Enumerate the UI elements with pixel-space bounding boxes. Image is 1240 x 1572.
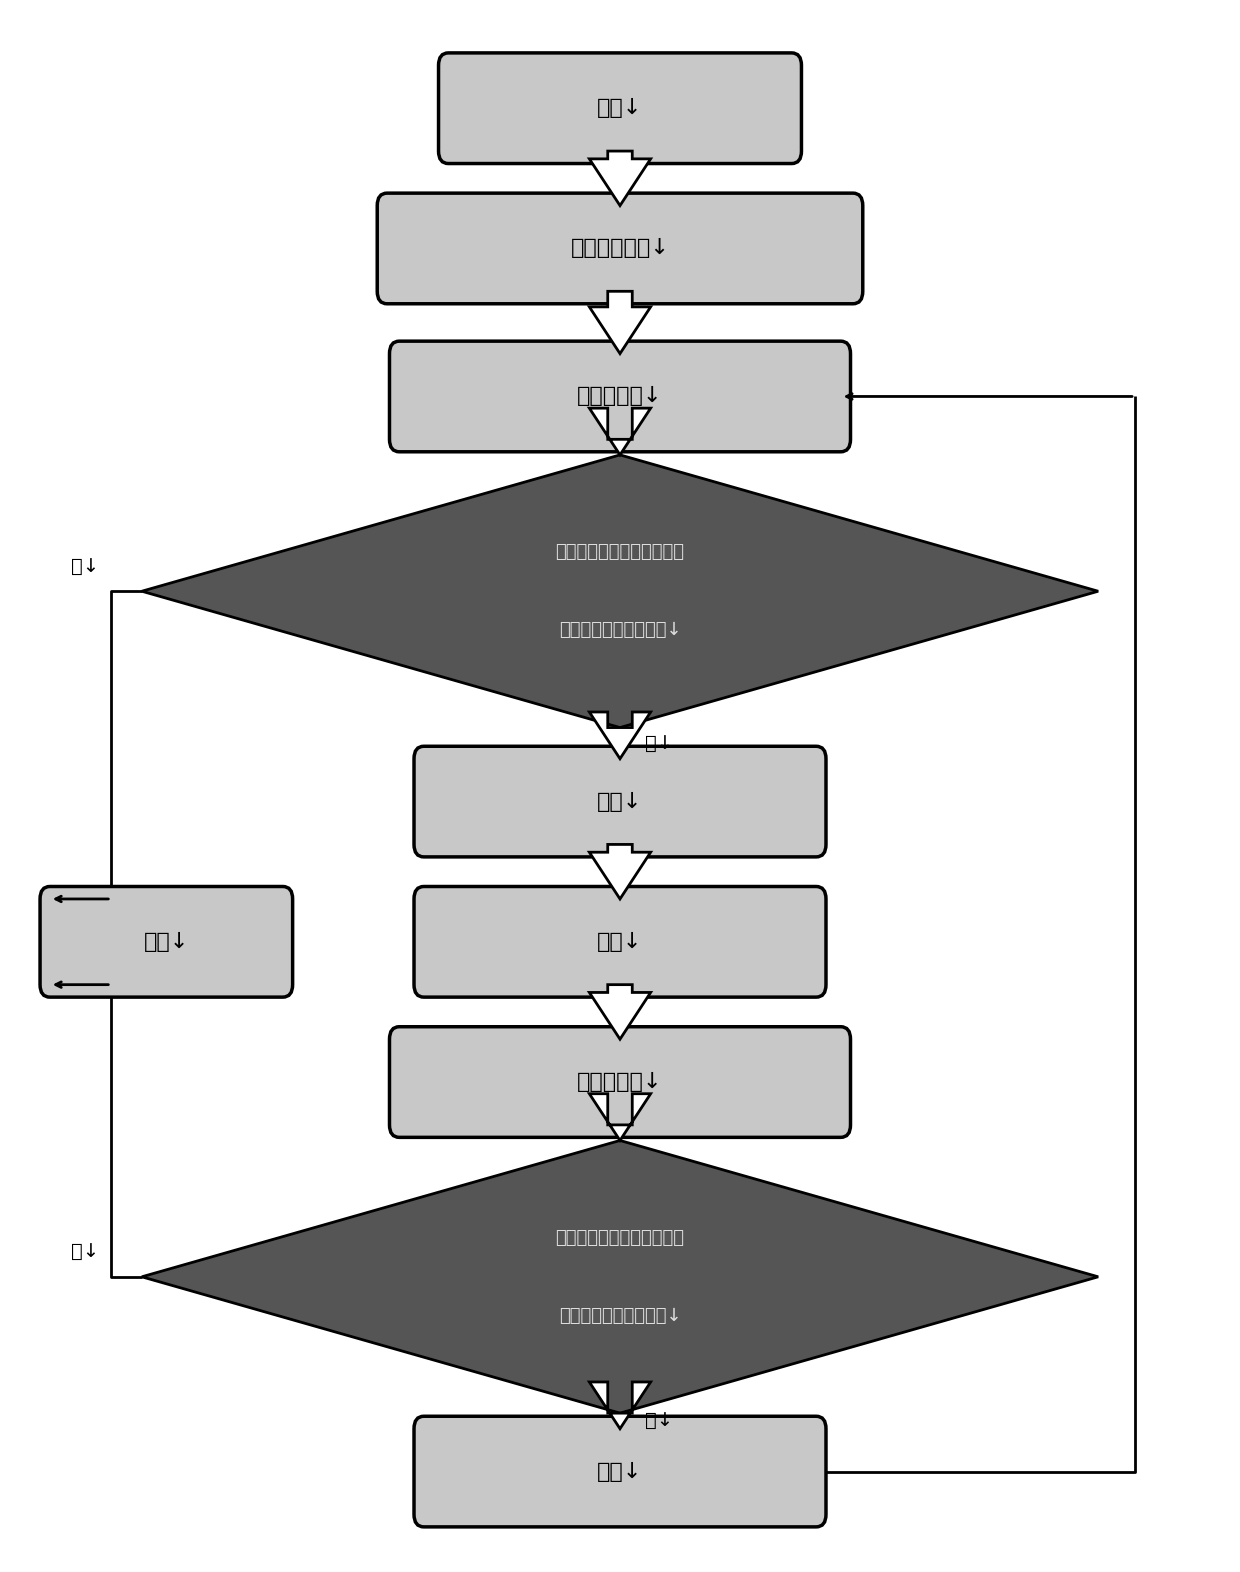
Text: 计算适应度↓: 计算适应度↓ — [578, 387, 662, 407]
Polygon shape — [589, 1382, 651, 1429]
Polygon shape — [141, 1140, 1099, 1413]
FancyBboxPatch shape — [414, 887, 826, 997]
FancyBboxPatch shape — [377, 193, 863, 303]
Text: 产生初始种群↓: 产生初始种群↓ — [570, 239, 670, 258]
Text: 适应度是否达到期望山或者: 适应度是否达到期望山或者 — [556, 1229, 684, 1247]
Text: 变异↓: 变异↓ — [598, 1462, 642, 1481]
FancyBboxPatch shape — [414, 1416, 826, 1526]
Text: 结束↓: 结束↓ — [144, 932, 188, 951]
Text: 代次数是否达到最大山↓: 代次数是否达到最大山↓ — [559, 621, 681, 640]
Text: 是↓: 是↓ — [71, 556, 99, 575]
FancyBboxPatch shape — [389, 341, 851, 451]
Text: 开始↓: 开始↓ — [598, 97, 642, 118]
Polygon shape — [141, 454, 1099, 728]
Text: 计算适应度↓: 计算适应度↓ — [578, 1072, 662, 1093]
FancyBboxPatch shape — [439, 53, 801, 163]
Text: 代次数是否达到最大山↓: 代次数是否达到最大山↓ — [559, 1306, 681, 1325]
Polygon shape — [589, 984, 651, 1039]
Text: 否↓: 否↓ — [645, 1412, 672, 1431]
Polygon shape — [589, 712, 651, 759]
Text: 适应度是否达到期望山或者: 适应度是否达到期望山或者 — [556, 544, 684, 561]
Text: 交叉↓: 交叉↓ — [598, 932, 642, 951]
FancyBboxPatch shape — [40, 887, 293, 997]
FancyBboxPatch shape — [414, 747, 826, 857]
Polygon shape — [589, 151, 651, 206]
Polygon shape — [589, 1094, 651, 1140]
Text: 是↓: 是↓ — [71, 1242, 99, 1261]
Polygon shape — [589, 409, 651, 454]
Polygon shape — [589, 844, 651, 899]
Polygon shape — [589, 291, 651, 354]
Text: 否↓: 否↓ — [645, 734, 672, 753]
Text: 选择↓: 选择↓ — [598, 792, 642, 811]
FancyBboxPatch shape — [389, 1027, 851, 1138]
